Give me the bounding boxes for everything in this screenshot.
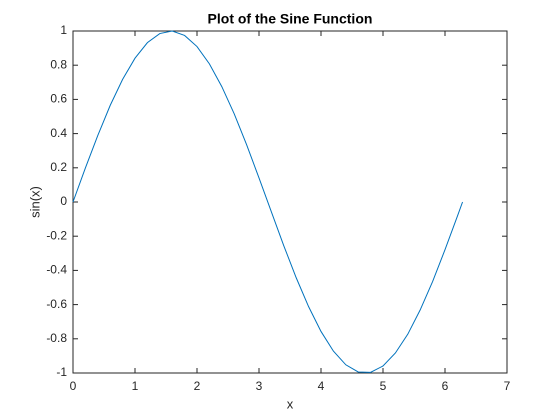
- x-tick-label: 0: [70, 379, 77, 393]
- sine-line: [72, 30, 464, 373]
- x-tick-label: 3: [256, 379, 263, 393]
- y-axis-label: sin(x): [27, 186, 42, 218]
- y-tick-label: 0.8: [50, 57, 67, 71]
- y-tick-label: 0.2: [50, 160, 67, 174]
- x-tick-label: 1: [132, 379, 139, 393]
- y-tick-label: -0.6: [46, 297, 67, 311]
- x-tick-label: 6: [442, 379, 449, 393]
- y-tick-label: 0.4: [50, 126, 67, 140]
- chart-title: Plot of the Sine Function: [208, 11, 373, 27]
- y-tick-label: -0.2: [46, 228, 67, 242]
- x-tick-label: 2: [194, 379, 201, 393]
- x-tick-label: 4: [318, 379, 325, 393]
- x-tick-label: 7: [504, 379, 511, 393]
- y-tick-label: 1: [60, 23, 67, 37]
- x-axis-label: x: [287, 396, 294, 411]
- y-tick-label: -0.4: [46, 263, 67, 277]
- x-tick-label: 5: [380, 379, 387, 393]
- y-tick-label: -1: [56, 365, 67, 379]
- y-tick-label: -0.8: [46, 331, 67, 345]
- y-tick-label: 0.6: [50, 92, 67, 106]
- y-tick-label: 0: [60, 194, 67, 208]
